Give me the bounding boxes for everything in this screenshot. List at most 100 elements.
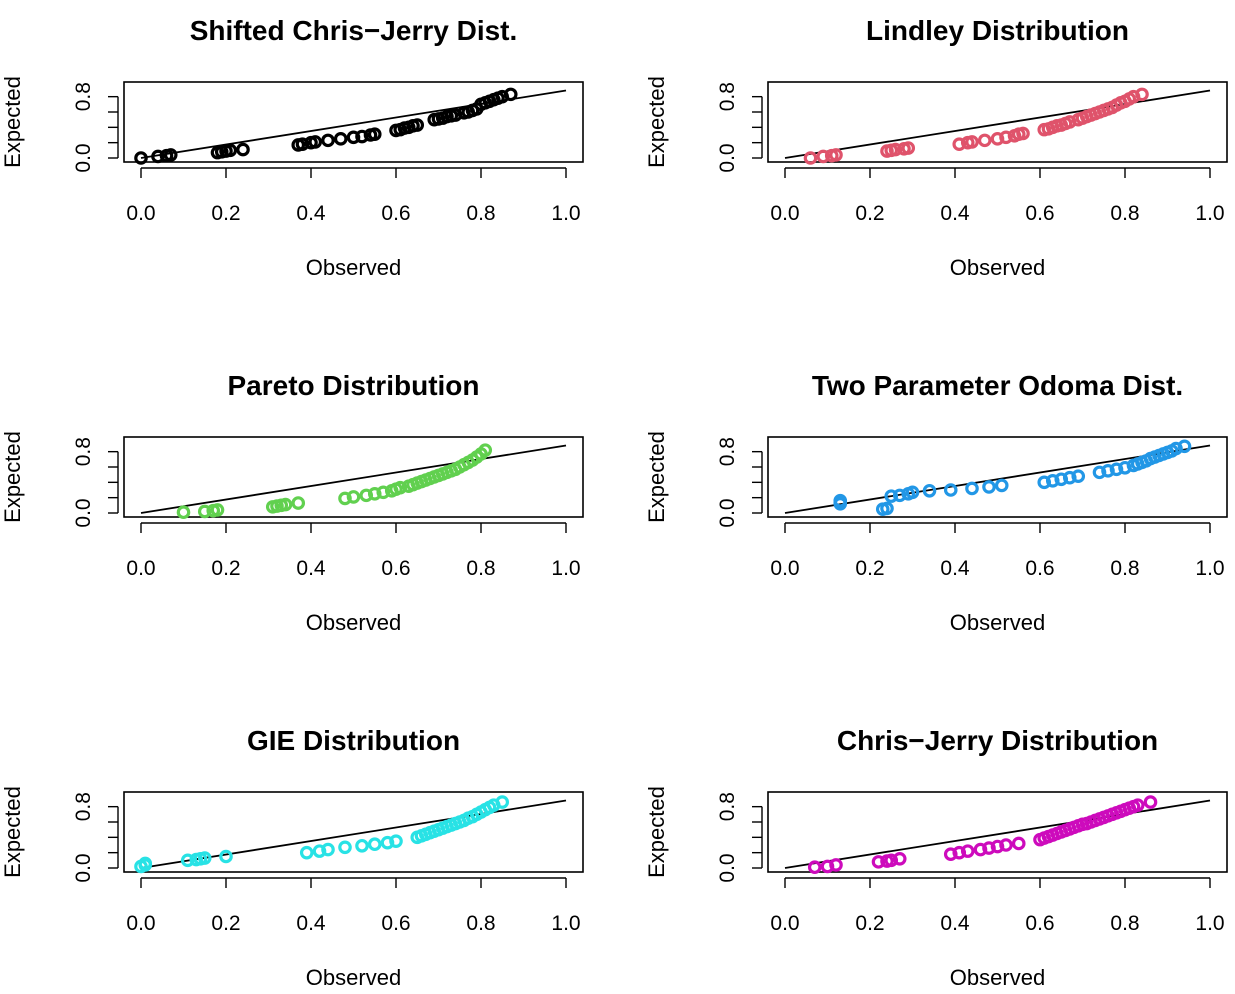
data-point [321,842,335,857]
plot-frame [123,436,584,518]
data-point [1045,473,1060,488]
data-point [278,497,293,512]
data-point [338,491,352,506]
panel-5: GIE Distribution 0.0 0.2 0.4 0.6 0.8 1.0 0.0 0.8… [0,725,584,990]
data-point [219,849,233,864]
data-point [999,130,1013,145]
x-tick-label: 0.0 [770,557,799,580]
y-tick-label: 0.8 [72,82,95,111]
data-point [829,148,843,162]
reference-line [784,799,1211,869]
y-tick-label: 0.8 [72,437,95,466]
data-point [338,840,352,855]
data-point [871,855,886,869]
panel-title: GIE Distribution [247,725,460,756]
x-tick-label: 0.2 [855,202,884,225]
data-point [973,842,988,857]
data-point [355,129,369,144]
data-point [346,490,361,504]
data-point [134,151,148,165]
x-axis-label: Observed [950,255,1045,280]
data-point [994,478,1009,493]
y-tick-label: 0.0 [72,498,95,527]
data-point [952,137,967,151]
data-point [943,483,958,497]
panel-4: Two Parameter Odoma Dist. 0.0 0.2 0.4 0.6 0.8… [644,370,1228,635]
data-point [1177,439,1192,454]
x-tick-label: 1.0 [551,202,580,225]
data-point [380,835,395,850]
x-axis-label: Observed [306,965,401,990]
data-point [1143,795,1158,809]
plot-frame [767,81,1228,163]
x-tick-label: 0.6 [381,202,410,225]
data-point [905,485,920,500]
x-tick-label: 0.2 [855,912,884,935]
plot-frame [123,81,584,163]
data-point [1037,475,1052,490]
data-point [223,143,238,158]
x-axis-label: Observed [950,965,1045,990]
data-point [977,133,992,148]
data-point [478,443,493,457]
x-tick-label: 0.6 [381,912,410,935]
x-tick-label: 0.6 [1025,557,1054,580]
data-point [180,853,195,868]
x-tick-label: 0.4 [940,912,970,935]
data-point [495,795,510,809]
y-tick-label: 0.0 [716,498,739,527]
x-tick-label: 0.4 [940,557,970,580]
data-point [884,489,899,503]
data-point [197,851,212,865]
data-point [960,844,975,858]
data-point [236,142,250,157]
y-tick-label: 0.8 [72,792,95,821]
data-point [346,130,361,145]
y-axis-label: Expected [0,786,25,878]
y-axis-label: Expected [644,786,669,878]
data-point [880,501,894,516]
data-point [321,133,335,148]
data-point [367,487,382,501]
x-tick-label: 0.8 [1110,202,1139,225]
data-point [820,859,835,874]
data-point [965,135,979,149]
data-point [965,481,979,496]
data-point [367,837,382,852]
x-tick-label: 0.4 [296,912,326,935]
data-point [901,141,916,155]
x-tick-label: 0.6 [381,557,410,580]
data-point [210,503,225,517]
data-point [367,127,382,142]
x-tick-label: 0.4 [296,202,326,225]
data-point [943,847,958,861]
panel-title: Shifted Chris−Jerry Dist. [190,15,518,46]
x-tick-label: 0.2 [855,557,884,580]
data-point [892,488,907,503]
x-tick-label: 0.4 [296,557,326,580]
data-point [151,149,165,164]
data-point [982,480,996,494]
data-point [922,483,937,498]
data-point [308,135,323,149]
panel-6: Chris−Jerry Distribution 0.0 0.2 0.4 0.6 0.8 1… [644,725,1228,990]
data-point [393,480,408,495]
data-point [163,148,178,162]
data-point [503,87,518,102]
data-point [376,485,391,500]
data-point [295,137,310,151]
data-point [1054,472,1069,487]
plot-frame [123,791,584,873]
x-tick-label: 0.6 [1025,912,1054,935]
x-axis-label: Observed [306,610,401,635]
data-point [952,845,967,860]
y-tick-label: 0.0 [72,143,95,172]
data-point [138,856,153,871]
data-point [312,844,327,858]
data-point [1011,836,1026,851]
data-point [990,132,1005,146]
y-tick-label: 0.0 [716,853,739,882]
data-point [355,838,369,853]
x-tick-label: 0.0 [126,557,155,580]
